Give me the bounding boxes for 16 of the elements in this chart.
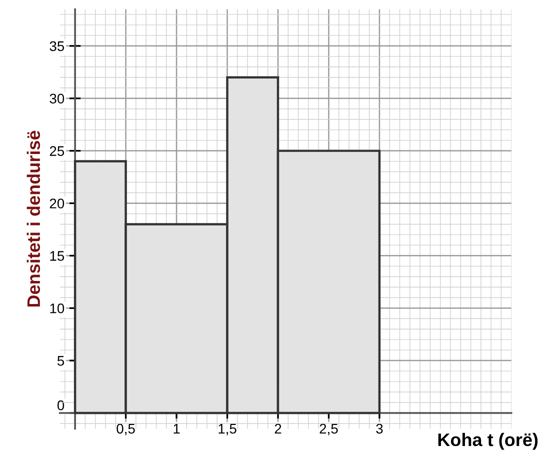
x-tick-label: 2,5 bbox=[320, 424, 338, 436]
y-tick-label: 0 bbox=[57, 400, 64, 410]
y-tick-label: 20 bbox=[50, 198, 64, 208]
x-axis-title: Koha t (orë) bbox=[438, 432, 538, 450]
y-tick-label: 15 bbox=[50, 251, 64, 261]
x-tick-label: 1,5 bbox=[218, 424, 236, 436]
y-tick-label: 35 bbox=[50, 41, 64, 52]
x-tick-label: 0,5 bbox=[116, 424, 135, 436]
y-axis-title: Densiteti i dendurisë bbox=[26, 130, 40, 307]
y-tick-label: 10 bbox=[50, 303, 64, 314]
y-tick-label: 5 bbox=[57, 356, 64, 366]
y-tick-label: 30 bbox=[50, 94, 64, 104]
y-tick-label: 25 bbox=[50, 146, 64, 156]
x-tick-label: 3 bbox=[376, 424, 383, 434]
x-tick-label: 2 bbox=[274, 424, 282, 434]
x-tick-label: 1 bbox=[174, 424, 180, 434]
